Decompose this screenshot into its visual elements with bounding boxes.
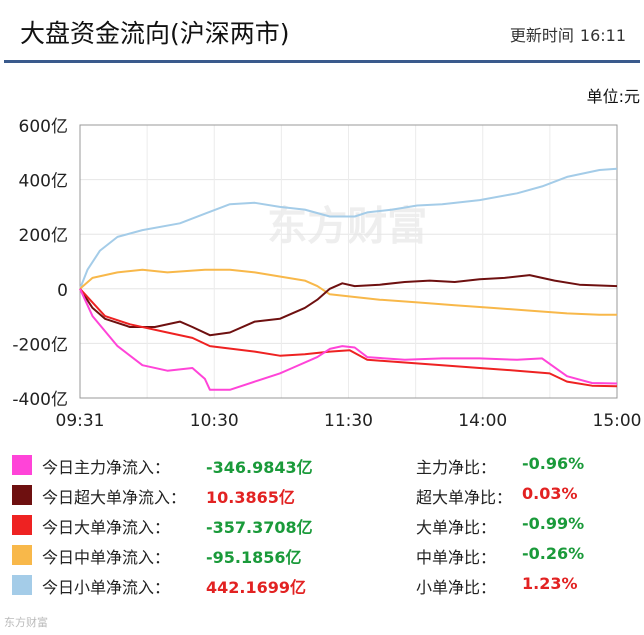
legend-swatch: [12, 515, 32, 535]
legend-swatch: [12, 575, 32, 595]
legend-label: 今日超大单净流入：: [42, 488, 187, 507]
legend-label: 今日大单净流入：: [42, 518, 171, 537]
y-tick-label: 600亿: [19, 117, 68, 137]
legend-row: 今日主力净流入： -346.9843亿 主力净比： -0.96%: [12, 453, 632, 477]
x-tick-label: 09:31: [56, 411, 105, 431]
ratio-value: -0.96%: [522, 454, 585, 473]
page-title: 大盘资金流向(沪深两市): [20, 19, 290, 48]
ratio-label: 主力净比：: [416, 458, 497, 477]
legend-value: 10.3865亿: [206, 488, 295, 507]
update-label: 更新时间: [509, 26, 574, 45]
ratio-label: 大单净比：: [416, 518, 497, 537]
legend-label: 今日小单净流入：: [42, 578, 171, 597]
legend-row: 今日中单净流入： -95.1856亿 中单净比： -0.26%: [12, 543, 632, 567]
ratio-label: 小单净比：: [416, 578, 497, 597]
footer-logo: 东方财富: [4, 616, 48, 629]
plot-frame: [79, 124, 618, 399]
series-line-zhuli: [79, 288, 618, 391]
legend-row: 今日超大单净流入： 10.3865亿 超大单净比： 0.03%: [12, 483, 632, 507]
legend-value: -346.9843亿: [206, 458, 313, 477]
legend-label: 今日主力净流入：: [42, 458, 171, 477]
ratio-value: 1.23%: [522, 574, 578, 593]
ratio-value: -0.99%: [522, 514, 585, 533]
legend-value: 442.1699亿: [206, 578, 307, 597]
ratio-label: 超大单净比：: [416, 488, 513, 507]
y-tick-label: 0: [57, 281, 68, 301]
legend-swatch: [12, 545, 32, 565]
header: 大盘资金流向(沪深两市) 更新时间 16:11: [0, 0, 644, 63]
y-tick-label: 200亿: [19, 226, 68, 246]
series-line-zhongdan: [79, 268, 617, 316]
unit-label: 单位:元: [586, 87, 640, 106]
update-time: 更新时间 16:11: [510, 22, 626, 46]
legend-swatch: [12, 485, 32, 505]
y-tick-label: 400亿: [19, 172, 68, 192]
x-tick-label: 14:00: [458, 411, 507, 431]
series-line-xiaodan: [79, 167, 618, 290]
x-tick-label: 10:30: [190, 411, 239, 431]
legend-row: 今日大单净流入： -357.3708亿 大单净比： -0.99%: [12, 513, 632, 537]
legend-swatch: [12, 455, 32, 475]
x-tick-label: 11:30: [324, 411, 373, 431]
legend-row: 今日小单净流入： 442.1699亿 小单净比： 1.23%: [12, 573, 632, 597]
series-line-dadan: [79, 288, 618, 388]
series-line-chaoda: [79, 274, 618, 337]
x-tick-label: 15:00: [593, 411, 642, 431]
legend-value: -95.1856亿: [206, 548, 302, 567]
update-time-value: 16:11: [579, 26, 626, 45]
ratio-value: -0.26%: [522, 544, 585, 563]
ratio-value: 0.03%: [522, 484, 578, 503]
y-tick-label: -400亿: [12, 390, 68, 410]
watermark-text: 东方财富: [267, 204, 427, 250]
header-divider: [4, 60, 640, 63]
legend-label: 今日中单净流入：: [42, 548, 171, 567]
legend-value: -357.3708亿: [206, 518, 313, 537]
y-tick-label: -200亿: [12, 335, 68, 355]
ratio-label: 中单净比：: [416, 548, 497, 567]
